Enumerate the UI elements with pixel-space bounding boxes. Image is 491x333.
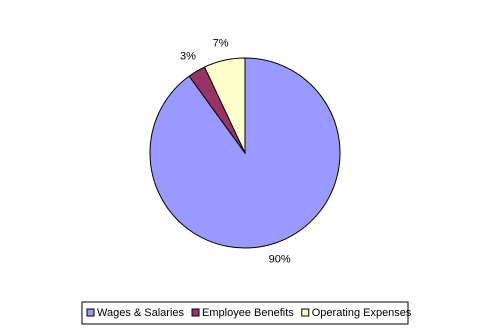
legend-swatch [86, 308, 95, 317]
data-label: 90% [269, 253, 291, 265]
pie-slice [203, 57, 246, 154]
data-label: 7% [213, 38, 229, 50]
legend-label: Employee Benefits [202, 307, 294, 319]
legend-box [81, 301, 409, 325]
legend-swatch [191, 308, 200, 317]
legend-swatch [301, 308, 310, 317]
legend-label: Operating Expenses [312, 307, 412, 319]
data-label: 3% [180, 51, 196, 63]
legend-label: Wages & Salaries [97, 307, 185, 319]
